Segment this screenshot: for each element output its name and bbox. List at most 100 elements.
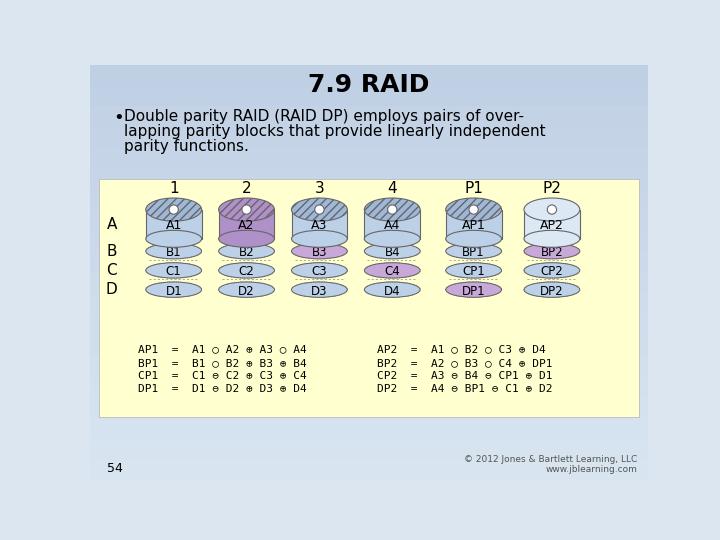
Ellipse shape <box>524 198 580 221</box>
Text: D2: D2 <box>238 285 255 298</box>
Ellipse shape <box>219 262 274 278</box>
Text: A: A <box>107 217 117 232</box>
Text: AP2  =  A1 ○ B2 ○ C3 ⊕ D4: AP2 = A1 ○ B2 ○ C3 ⊕ D4 <box>377 345 546 355</box>
Text: 54: 54 <box>107 462 123 475</box>
Text: C3: C3 <box>312 266 327 279</box>
Bar <box>90 211 648 231</box>
Text: AP2: AP2 <box>540 219 564 232</box>
Bar <box>90 252 648 273</box>
Text: DP1  =  D1 ⊖ D2 ⊕ D3 ⊕ D4: DP1 = D1 ⊖ D2 ⊕ D3 ⊕ D4 <box>138 384 307 394</box>
Bar <box>90 148 648 169</box>
Ellipse shape <box>524 231 580 247</box>
Text: A1: A1 <box>166 219 182 232</box>
Ellipse shape <box>292 282 347 298</box>
Ellipse shape <box>145 198 202 221</box>
Ellipse shape <box>292 231 347 247</box>
Text: Double parity RAID (RAID DP) employs pairs of over-: Double parity RAID (RAID DP) employs pai… <box>124 110 524 124</box>
Bar <box>90 168 648 190</box>
Ellipse shape <box>364 231 420 247</box>
Bar <box>90 65 648 85</box>
Ellipse shape <box>145 244 202 259</box>
Text: P1: P1 <box>464 181 483 196</box>
Circle shape <box>242 205 251 214</box>
Bar <box>90 356 648 377</box>
Text: C: C <box>107 263 117 278</box>
Bar <box>90 273 648 294</box>
Text: © 2012 Jones & Bartlett Learning, LLC
www.jblearning.com: © 2012 Jones & Bartlett Learning, LLC ww… <box>464 455 637 474</box>
Bar <box>524 210 580 239</box>
Bar <box>90 460 648 481</box>
Bar <box>90 335 648 356</box>
Ellipse shape <box>145 262 202 278</box>
Text: BP2  =  A2 ○ B3 ○ C4 ⊕ DP1: BP2 = A2 ○ B3 ○ C4 ⊕ DP1 <box>377 358 552 368</box>
Text: BP1: BP1 <box>462 246 485 259</box>
Text: B4: B4 <box>384 246 400 259</box>
Bar <box>90 106 648 127</box>
Ellipse shape <box>219 282 274 298</box>
Ellipse shape <box>219 198 274 221</box>
Bar <box>90 85 648 106</box>
Text: CP1: CP1 <box>462 266 485 279</box>
Bar <box>90 231 648 252</box>
Text: BP2: BP2 <box>541 246 563 259</box>
Ellipse shape <box>364 198 420 221</box>
Text: 4: 4 <box>387 181 397 196</box>
Circle shape <box>315 205 324 214</box>
Ellipse shape <box>364 244 420 259</box>
Text: AP1: AP1 <box>462 219 485 232</box>
Text: B3: B3 <box>312 246 327 259</box>
Text: 2: 2 <box>242 181 251 196</box>
Text: P2: P2 <box>542 181 562 196</box>
Text: parity functions.: parity functions. <box>124 139 249 154</box>
Text: DP2: DP2 <box>540 285 564 298</box>
Circle shape <box>547 205 557 214</box>
Text: 3: 3 <box>315 181 324 196</box>
Text: A2: A2 <box>238 219 255 232</box>
Text: B1: B1 <box>166 246 181 259</box>
Ellipse shape <box>446 231 502 247</box>
Text: •: • <box>113 110 124 127</box>
Text: CP1  =  C1 ⊖ C2 ⊕ C3 ⊕ C4: CP1 = C1 ⊖ C2 ⊕ C3 ⊕ C4 <box>138 371 307 381</box>
Text: CP2  =  A3 ⊖ B4 ⊖ CP1 ⊕ D1: CP2 = A3 ⊖ B4 ⊖ CP1 ⊕ D1 <box>377 371 552 381</box>
Ellipse shape <box>292 198 347 221</box>
Text: A3: A3 <box>311 219 328 232</box>
Bar <box>446 210 502 239</box>
Text: D3: D3 <box>311 285 328 298</box>
Text: B2: B2 <box>239 246 254 259</box>
Bar <box>90 294 648 314</box>
Ellipse shape <box>524 262 580 278</box>
Text: D1: D1 <box>166 285 182 298</box>
Text: C2: C2 <box>238 266 254 279</box>
Bar <box>219 210 274 239</box>
Ellipse shape <box>292 244 347 259</box>
Text: D4: D4 <box>384 285 400 298</box>
Circle shape <box>169 205 179 214</box>
Text: D: D <box>106 282 117 297</box>
Text: DP2  =  A4 ⊖ BP1 ⊖ C1 ⊕ D2: DP2 = A4 ⊖ BP1 ⊖ C1 ⊕ D2 <box>377 384 552 394</box>
Bar <box>90 377 648 397</box>
Ellipse shape <box>446 244 502 259</box>
Ellipse shape <box>145 231 202 247</box>
Ellipse shape <box>446 262 502 278</box>
Bar <box>90 418 648 439</box>
Text: C1: C1 <box>166 266 181 279</box>
Bar <box>90 314 648 335</box>
Bar <box>90 127 648 148</box>
Ellipse shape <box>364 282 420 298</box>
Text: C4: C4 <box>384 266 400 279</box>
Bar <box>145 210 202 239</box>
Ellipse shape <box>446 282 502 298</box>
Ellipse shape <box>219 231 274 247</box>
Ellipse shape <box>145 282 202 298</box>
Text: CP2: CP2 <box>541 266 563 279</box>
Bar <box>364 210 420 239</box>
Text: A4: A4 <box>384 219 400 232</box>
Ellipse shape <box>524 244 580 259</box>
Text: AP1  =  A1 ○ A2 ⊕ A3 ○ A4: AP1 = A1 ○ A2 ⊕ A3 ○ A4 <box>138 345 307 355</box>
Bar <box>99 179 639 417</box>
Circle shape <box>387 205 397 214</box>
Bar <box>90 190 648 211</box>
Text: BP1  =  B1 ○ B2 ⊕ B3 ⊕ B4: BP1 = B1 ○ B2 ⊕ B3 ⊕ B4 <box>138 358 307 368</box>
Ellipse shape <box>364 262 420 278</box>
Text: B: B <box>107 244 117 259</box>
